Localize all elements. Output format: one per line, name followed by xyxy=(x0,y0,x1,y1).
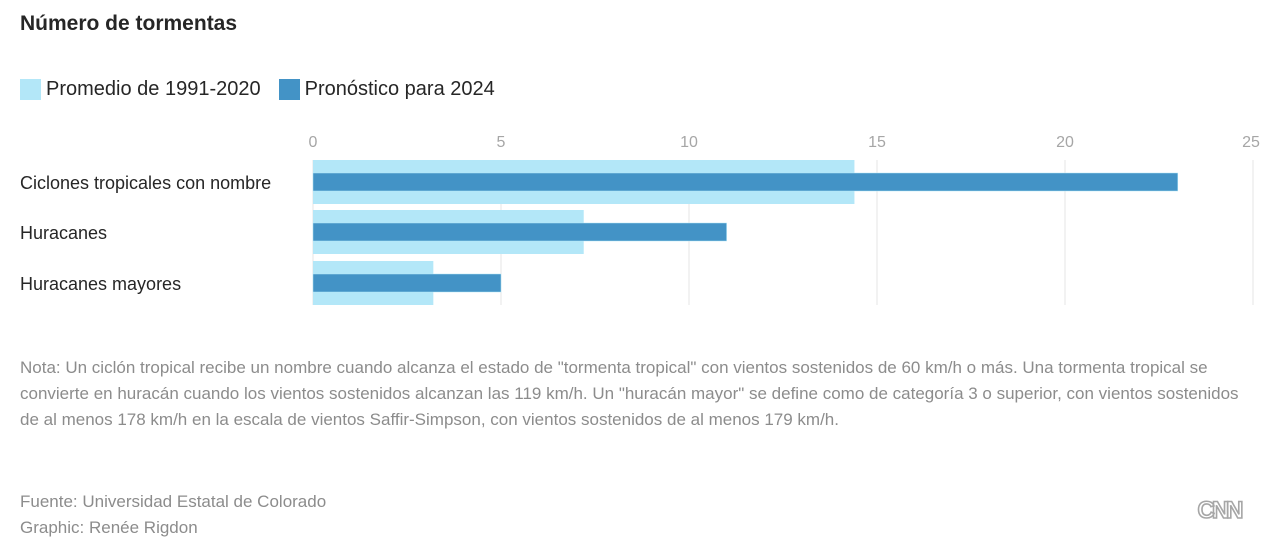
bars xyxy=(312,160,1179,305)
x-tick-label: 20 xyxy=(1056,134,1074,151)
bar-forecast xyxy=(312,222,727,242)
category-label: Huracanes mayores xyxy=(20,274,181,294)
category-labels: Ciclones tropicales con nombre Huracanes H… xyxy=(20,173,271,294)
x-tick-label: 15 xyxy=(868,134,886,151)
category-label: Ciclones tropicales con nombre xyxy=(20,173,271,193)
chart-note: Nota: Un ciclón tropical recibe un nombr… xyxy=(20,358,1239,429)
credit-text: Graphic: Renée Rigdon xyxy=(20,518,198,537)
source-block: Fuente: Universidad Estatal de Colorado … xyxy=(20,489,326,541)
legend-label-forecast: Pronóstico para 2024 xyxy=(304,78,495,100)
cnn-logo-text: CNN xyxy=(1198,497,1243,524)
legend: Promedio de 1991-2020 Pronóstico para 20… xyxy=(20,78,513,101)
bar-forecast xyxy=(312,172,1179,192)
cnn-logo: CNN xyxy=(1197,496,1246,524)
bar-forecast xyxy=(312,273,502,293)
x-tick-label: 5 xyxy=(497,134,506,151)
legend-item-forecast: Pronóstico para 2024 xyxy=(278,78,495,101)
x-tick-label: 10 xyxy=(680,134,698,151)
legend-label-average: Promedio de 1991-2020 xyxy=(46,78,261,100)
x-tick-label: 0 xyxy=(309,134,318,151)
category-label: Huracanes xyxy=(20,223,107,243)
source-text: Fuente: Universidad Estatal de Colorado xyxy=(20,492,327,511)
legend-item-average: Promedio de 1991-2020 xyxy=(20,78,261,101)
chart-title: Número de tormentas xyxy=(20,12,238,35)
x-tick-label: 25 xyxy=(1242,134,1260,151)
legend-swatch-average xyxy=(20,79,41,100)
x-axis-ticks: 0 5 10 15 20 25 xyxy=(309,134,1260,151)
bar-chart: 0 5 10 15 20 25 Ciclones tropicales con nombr… xyxy=(20,134,1260,305)
legend-swatch-forecast xyxy=(278,79,300,100)
